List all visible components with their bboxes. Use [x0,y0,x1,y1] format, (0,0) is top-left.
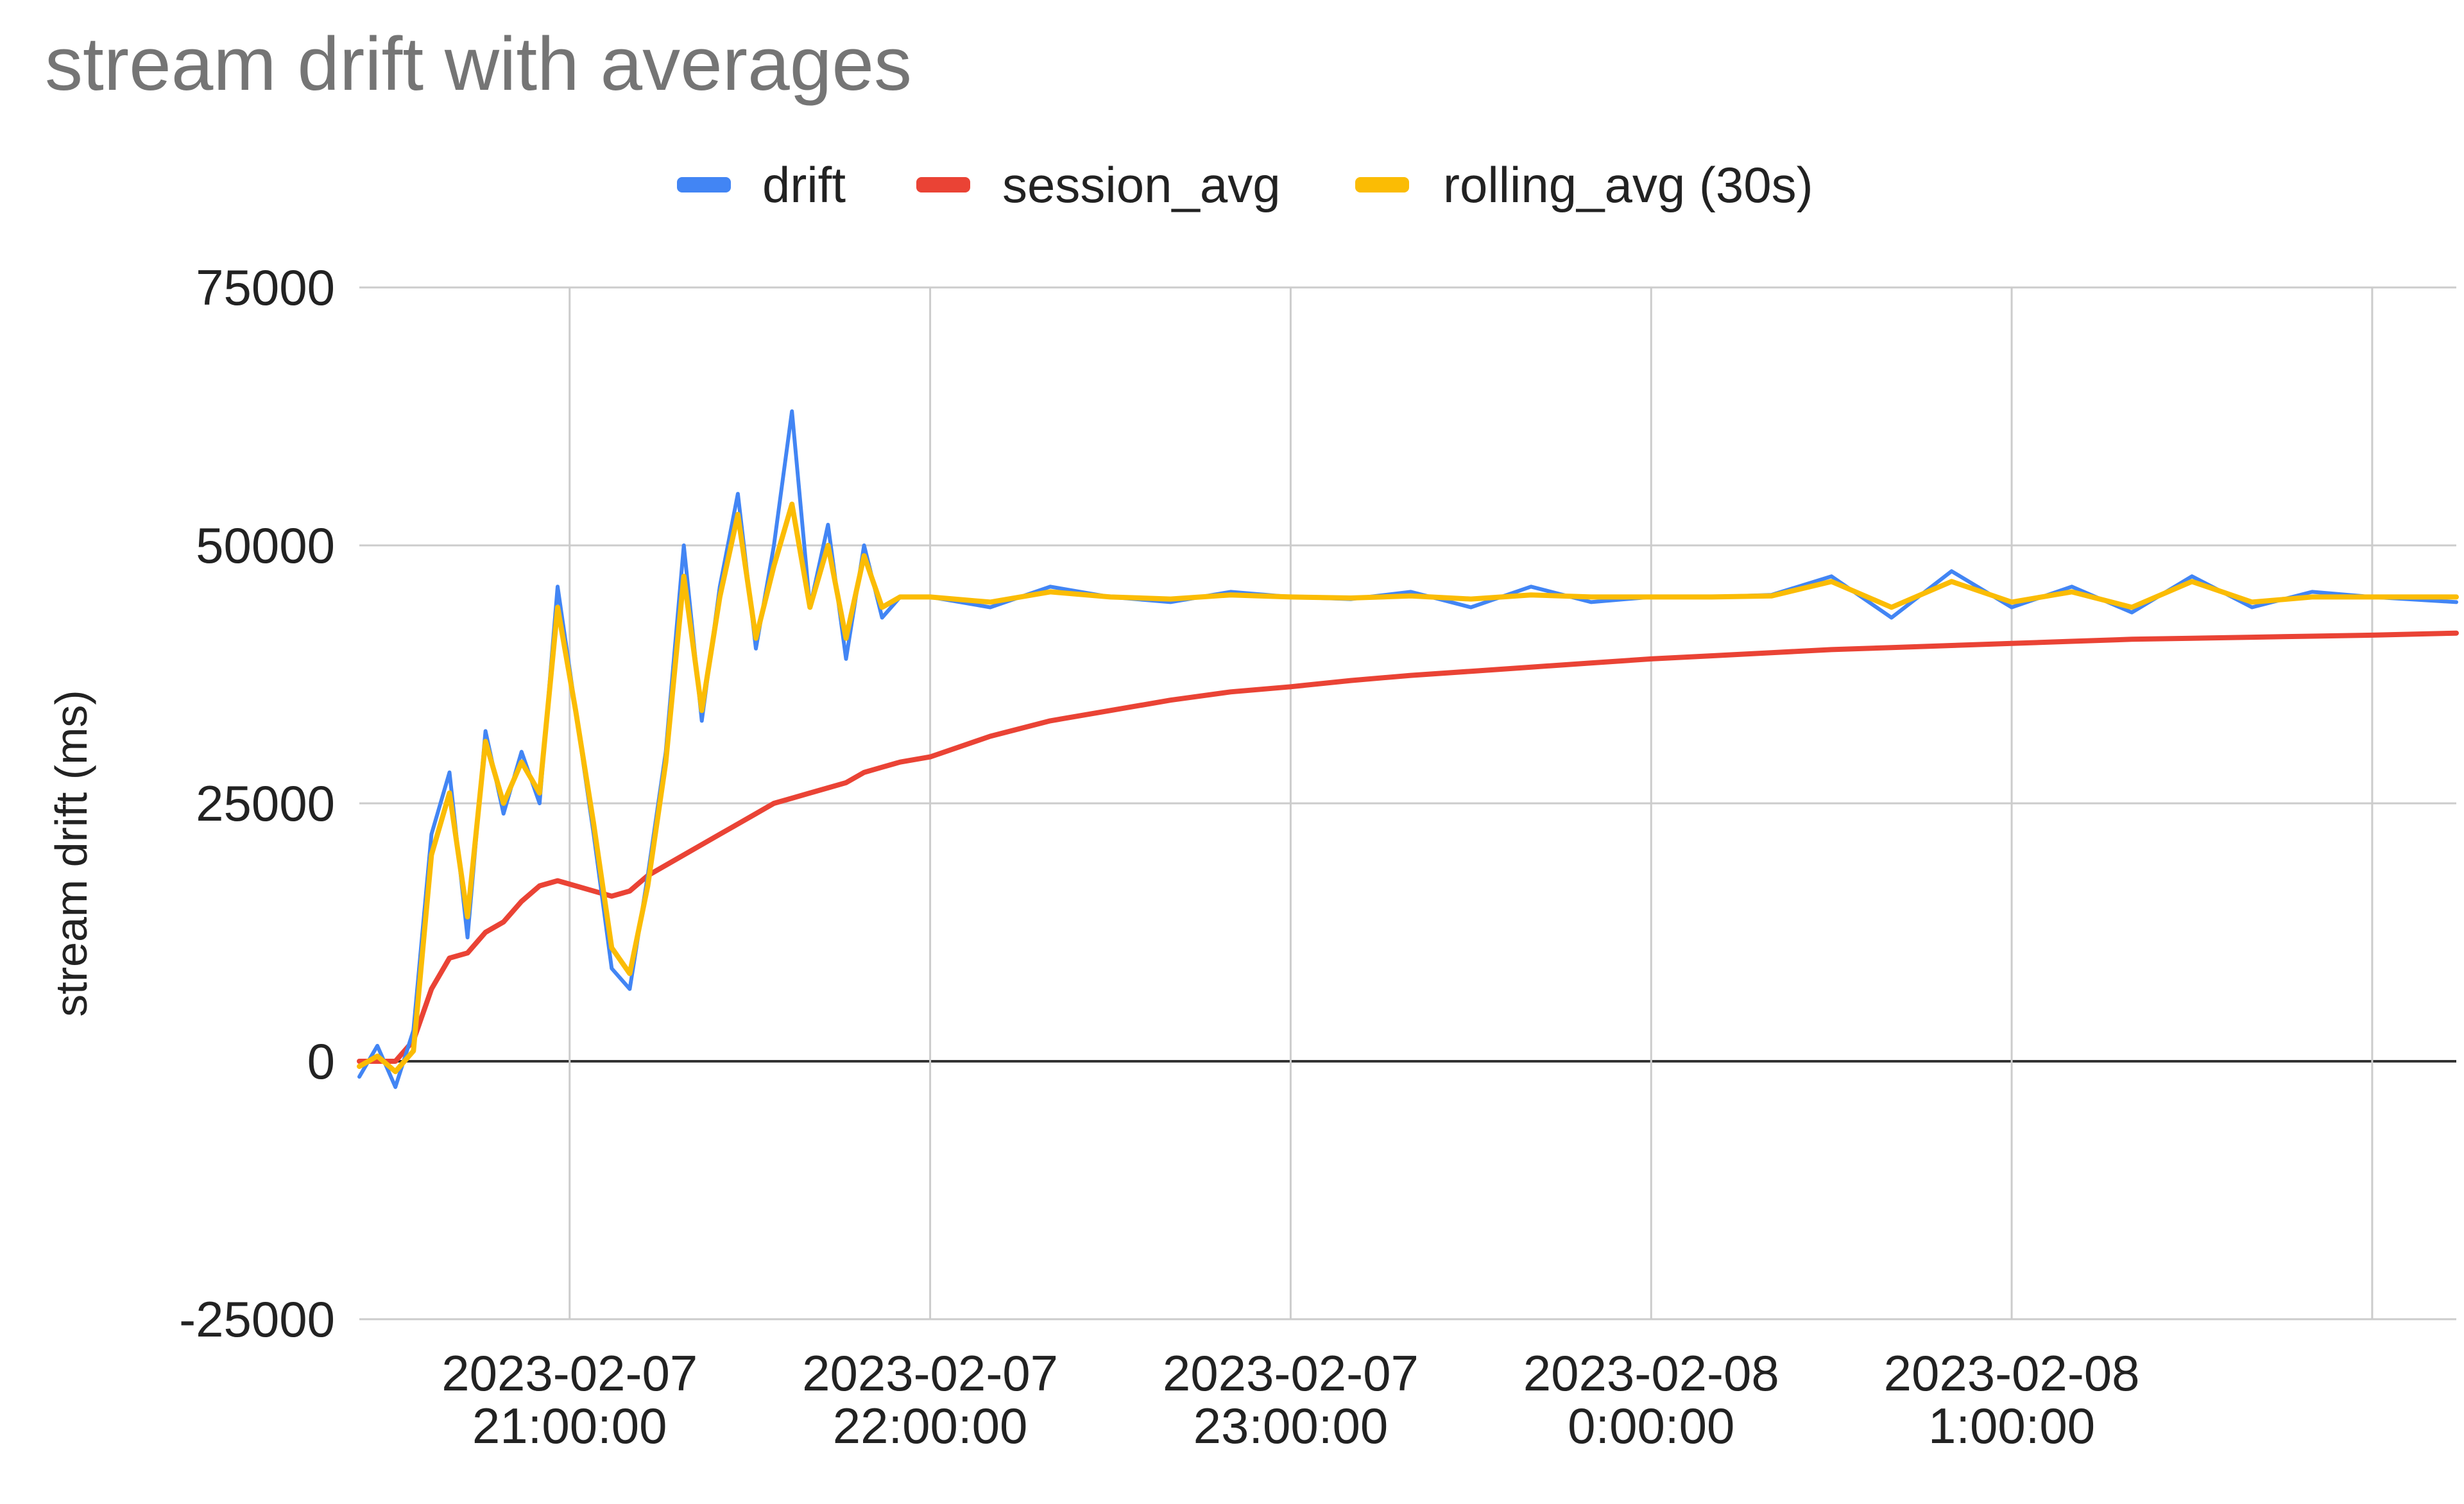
grid [359,286,2456,1320]
x-tick-label: 2023-02-07 23:00:00 [1163,1345,1419,1454]
legend-label-drift: drift [762,157,846,213]
legend-swatch-rolling-avg [1355,177,1409,192]
legend: drift session_avg rolling_avg (30s) [677,157,1813,213]
chart-title: stream drift with averages [45,22,912,107]
x-tick-label: 2023-02-08 1:00:00 [1884,1345,2140,1454]
x-tick-label: 2023-02-07 22:00:00 [802,1345,1058,1454]
y-tick-label: 50000 [196,517,335,574]
series-line-session-avg [357,630,2459,1064]
series-line-drift [357,409,2458,1090]
series-lines [357,409,2459,1090]
legend-label-rolling-avg: rolling_avg (30s) [1443,157,1813,213]
legend-swatch-drift [677,177,731,192]
y-tick-label: 25000 [196,775,335,832]
legend-swatch-session-avg [916,177,970,192]
x-tick-label: 2023-02-08 0:00:00 [1523,1345,1779,1454]
y-tick-label: 0 [307,1033,335,1090]
x-tick-label: 2023-02-07 21:00:00 [441,1345,697,1454]
legend-label-session-avg: session_avg [1002,157,1281,213]
y-axis-label: stream drift (ms) [46,690,96,1016]
x-axis-ticks: 2023-02-07 21:00:00 2023-02-07 22:00:00 2023… [441,1345,2139,1454]
y-axis-ticks: -25000 0 25000 50000 75000 [179,259,335,1347]
series-line-rolling-avg-30s [357,501,2459,1075]
y-tick-label: 75000 [196,259,335,316]
y-tick-label: -25000 [179,1291,335,1347]
